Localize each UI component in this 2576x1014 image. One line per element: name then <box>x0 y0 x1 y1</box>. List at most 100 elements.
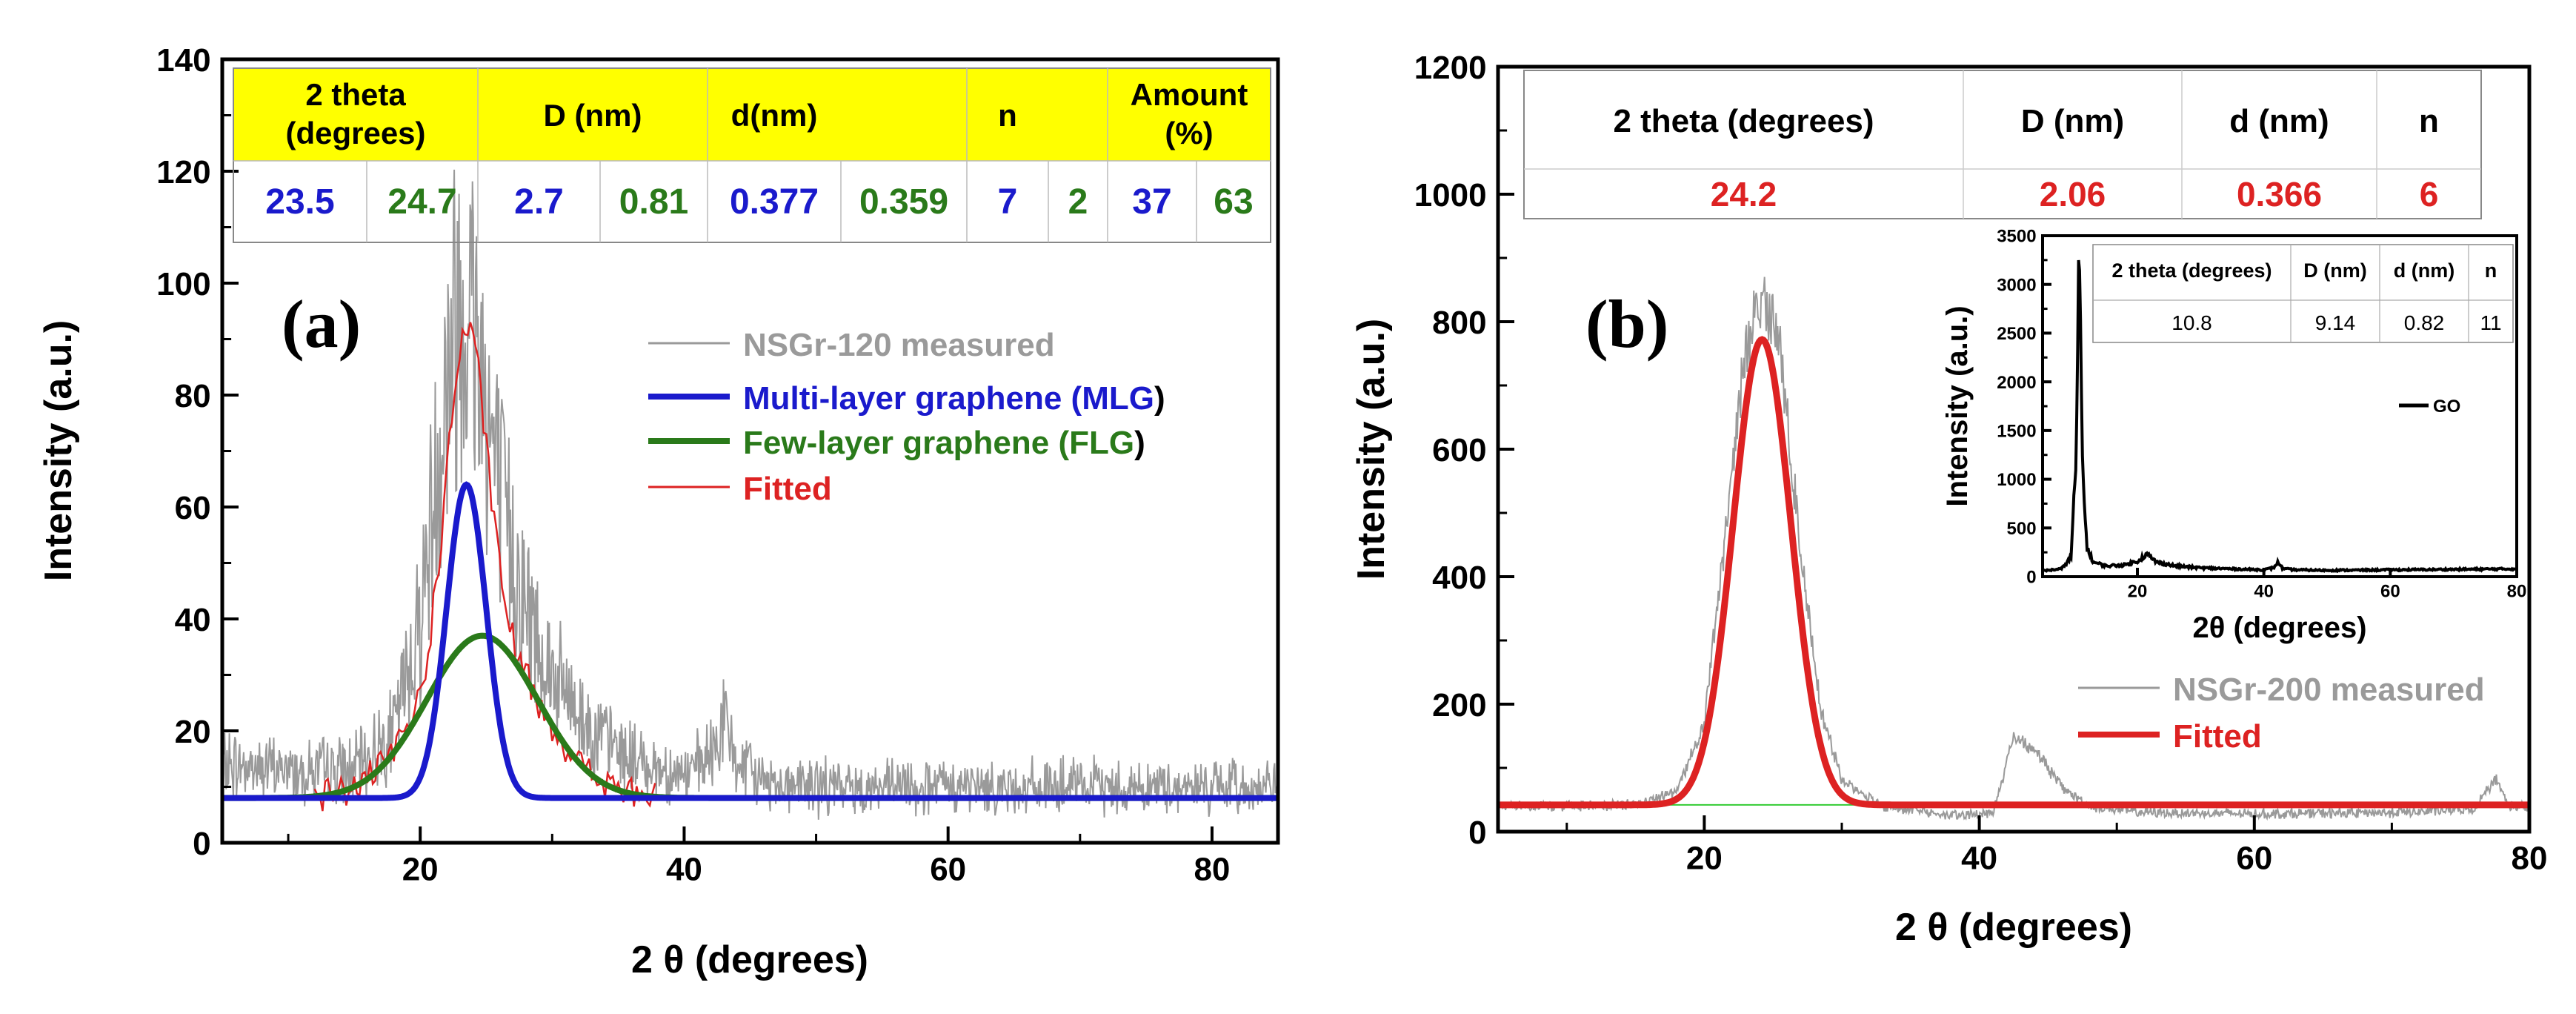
inset-x-tick-label: 40 <box>2254 582 2274 602</box>
inset-legend-label: GO <box>2433 397 2460 417</box>
inset-x-tick-label: 80 <box>2507 582 2527 602</box>
panel-a-y-tick-label: 80 <box>175 378 211 414</box>
inset-table-header: n <box>2485 259 2497 282</box>
legend-flg-label-part-1: Few-layer graphene ( <box>743 425 1069 461</box>
panel-b-table-header: n <box>2419 103 2439 139</box>
inset-table-value: 0.82 <box>2404 311 2445 334</box>
panel-b-table-value: 6 <box>2420 175 2439 213</box>
inset-table-value: 10.8 <box>2171 311 2212 334</box>
legend-flg-label: Few-layer graphene (FLG) <box>743 425 1145 461</box>
panel-b-y-tick-label: 800 <box>1432 305 1486 341</box>
inset-y-tick-label: 1000 <box>1997 470 2036 490</box>
panel-a-legend: NSGr-120 measured Multi-layer graphene (… <box>648 327 1165 507</box>
panel-b-y-tick-label: 1000 <box>1414 177 1487 213</box>
panel-a-x-tick-label: 20 <box>402 852 439 888</box>
panel-b-x-tick-label: 40 <box>1961 841 1997 877</box>
panel-b-inset: 20 40 60 80 0 500 1000 1500 2000 2500 3000 3500 2 t… <box>1941 227 2526 644</box>
legend-flg-label-part-3: ) <box>1134 425 1145 461</box>
panel-a-table-header: (degrees) <box>285 116 425 150</box>
inset-x-tick-label: 20 <box>2128 582 2148 602</box>
inset-table-value: 11 <box>2480 311 2501 334</box>
panel-a-x-tick-label: 40 <box>666 852 702 888</box>
panel-b-legend: NSGr-200 measured Fitted <box>2078 672 2485 755</box>
series-fitted-a <box>313 322 656 812</box>
panel-a-y-tick-label: 40 <box>175 602 211 638</box>
legend-measured-label: NSGr-120 measured <box>743 327 1055 363</box>
panel-b-y-tick-label: 1200 <box>1414 50 1487 86</box>
panel-a-table-value: 2 <box>1068 182 1088 222</box>
panel-a-table-value: 0.377 <box>730 182 819 222</box>
panel-a-table-value: 37 <box>1132 182 1171 222</box>
inset-table-header: 2 theta (degrees) <box>2111 259 2272 282</box>
inset-y-tick-label: 2000 <box>1997 373 2036 393</box>
panel-a-x-tick-label: 60 <box>930 852 966 888</box>
panel-b-table-header: D (nm) <box>2021 103 2124 139</box>
panel-b-table-border <box>1523 70 2482 219</box>
panel-b-table: 2 theta (degrees) D (nm) d (nm) n 24.2 2.06 0.… <box>1523 70 2482 219</box>
inset-x-axis-label: 2θ (degrees) <box>2192 612 2366 644</box>
legend-mlg-label-part-3: ) <box>1154 380 1165 417</box>
inset-y-tick-label: 500 <box>2007 519 2037 539</box>
panel-a-x-tick-label: 80 <box>1194 852 1230 888</box>
panel-a-table-value: 23.5 <box>265 182 334 222</box>
panel-b-x-tick-label: 60 <box>2236 841 2272 877</box>
panel-a-table-value: 0.81 <box>619 182 688 222</box>
panel-b-x-tick-label: 20 <box>1686 841 1723 877</box>
panel-a-y-axis-label: Intensity (a.u.) <box>37 320 80 581</box>
legend-flg-abbrev: FLG <box>1069 425 1134 461</box>
panel-b-y-tick-label: 200 <box>1432 687 1486 723</box>
panel-a-table-header: d(nm) <box>731 98 818 133</box>
panel-a-table-header: Amount <box>1131 77 1248 112</box>
panel-a-table-header: D (nm) <box>544 98 642 133</box>
inset-y-tick-label: 2500 <box>1997 324 2036 344</box>
panel-a-y-tick-label: 0 <box>193 826 210 862</box>
legend-mlg-abbrev: MLG <box>1082 380 1154 417</box>
panel-a-x-axis-label: 2 θ (degrees) <box>631 938 868 981</box>
inset-y-tick-label: 1500 <box>1997 421 2036 441</box>
panel-a-label: (a) <box>282 286 361 362</box>
panel-a-y-tick-label: 20 <box>175 714 211 750</box>
panel-a-table-border <box>233 67 1271 243</box>
panel-b-y-tick-label: 0 <box>1468 815 1486 851</box>
panel-a-y-tick-label: 140 <box>156 42 210 79</box>
panel-b-table-value: 0.366 <box>2237 175 2322 213</box>
panel-b-table-value: 24.2 <box>1711 175 1777 213</box>
inset-table-border <box>2092 244 2514 343</box>
panel-a-y-tick-label: 100 <box>156 266 210 302</box>
panel-a-table-value: 7 <box>998 182 1018 222</box>
inset-y-tick-label: 0 <box>2026 568 2036 588</box>
inset-table-header: d (nm) <box>2394 259 2454 282</box>
panel-b-x-tick-label: 80 <box>2512 841 2548 877</box>
panel-b-table-header: 2 theta (degrees) <box>1613 103 1874 139</box>
panel-a-table-header: 2 theta <box>305 77 406 112</box>
panel-a-table-value: 63 <box>1214 182 1253 222</box>
panel-a-table-header: (%) <box>1165 116 1213 150</box>
inset-y-axis-label: Intensity (a.u.) <box>1941 305 1974 506</box>
panel-b-label: (b) <box>1585 286 1668 362</box>
panel-a-table-value: 24.7 <box>387 182 456 222</box>
panel-a-table-value: 2.7 <box>514 182 564 222</box>
legend-fitted-label: Fitted <box>743 471 832 507</box>
inset-x-tick-label: 60 <box>2380 582 2400 602</box>
panel-a-table-header: n <box>998 98 1017 133</box>
panel-a-table-header-bg <box>233 68 1271 161</box>
panel-b-y-axis-label: Intensity (a.u.) <box>1350 319 1393 580</box>
panel-a-table-value: 0.359 <box>859 182 948 222</box>
inset-table-value: 9.14 <box>2315 311 2356 334</box>
series-fitted-b <box>1498 336 2529 809</box>
legend-b-fitted-label: Fitted <box>2173 718 2262 755</box>
series-nsgr200-measured <box>1497 276 2529 821</box>
legend-mlg-label: Multi-layer graphene (MLG) <box>743 380 1165 417</box>
legend-b-measured-label: NSGr-200 measured <box>2173 672 2485 708</box>
series-go <box>2041 259 2517 574</box>
inset-table-header: D (nm) <box>2303 259 2366 282</box>
panel-b-y-tick-label: 600 <box>1432 432 1486 468</box>
series-nsgr120-measured <box>222 169 1279 820</box>
panel-b-table-header: d (nm) <box>2229 103 2329 139</box>
inset-y-tick-label: 3000 <box>1997 275 2036 295</box>
panel-b-x-axis-label: 2 θ (degrees) <box>1895 906 2132 949</box>
panel-b-table-value: 2.06 <box>2040 175 2106 213</box>
legend-mlg-label-part-1: Multi-layer graphene ( <box>743 380 1082 417</box>
